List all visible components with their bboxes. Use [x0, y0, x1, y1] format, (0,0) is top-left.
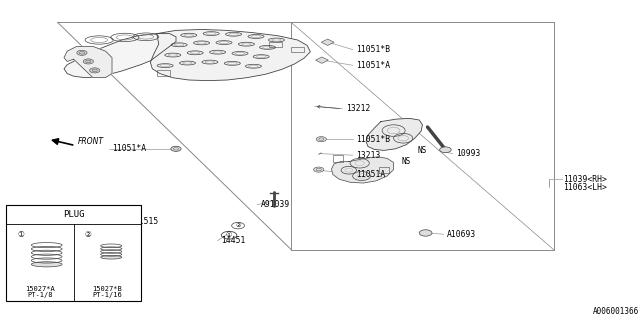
Text: 13213: 13213 — [356, 151, 380, 160]
Circle shape — [419, 230, 432, 236]
Text: NS: NS — [417, 146, 426, 155]
Polygon shape — [332, 157, 394, 183]
Text: 13212: 13212 — [346, 104, 370, 113]
Polygon shape — [366, 118, 422, 150]
Text: 11051*A: 11051*A — [112, 144, 146, 153]
Circle shape — [314, 167, 324, 172]
Circle shape — [171, 146, 181, 151]
Polygon shape — [64, 46, 112, 77]
Polygon shape — [150, 29, 310, 81]
Text: PLUG: PLUG — [63, 210, 84, 219]
Ellipse shape — [31, 262, 62, 267]
Bar — [157, 70, 170, 76]
Text: 15027*B: 15027*B — [92, 286, 122, 292]
Text: 14451: 14451 — [221, 236, 245, 245]
Text: ①: ① — [17, 230, 24, 239]
Bar — [269, 42, 282, 47]
Text: FRONT: FRONT — [78, 137, 104, 146]
Bar — [379, 167, 389, 173]
Bar — [6, 205, 141, 301]
Text: ②: ② — [84, 230, 92, 239]
Polygon shape — [321, 39, 334, 45]
Text: G91515: G91515 — [129, 217, 159, 226]
Text: 11051*B: 11051*B — [356, 135, 390, 144]
Ellipse shape — [100, 255, 122, 259]
Polygon shape — [64, 34, 176, 77]
Text: A91039: A91039 — [260, 200, 290, 209]
Text: PT-1/16: PT-1/16 — [92, 292, 122, 298]
Text: 10993: 10993 — [456, 149, 480, 158]
Text: 11051*A: 11051*A — [356, 61, 390, 70]
Text: 11063<LH>: 11063<LH> — [563, 183, 607, 192]
Circle shape — [77, 50, 87, 55]
Circle shape — [83, 59, 93, 64]
Circle shape — [440, 147, 451, 153]
Text: 11051A: 11051A — [356, 170, 385, 179]
Text: NS: NS — [402, 157, 411, 166]
Text: A10693: A10693 — [447, 230, 476, 239]
Bar — [291, 47, 304, 52]
Polygon shape — [316, 57, 328, 63]
Text: A006001366: A006001366 — [593, 307, 639, 316]
Text: 11051*B: 11051*B — [356, 45, 390, 54]
Text: ①: ① — [226, 232, 232, 238]
Text: ②: ② — [236, 223, 241, 228]
Circle shape — [90, 68, 100, 73]
Circle shape — [316, 137, 326, 142]
Text: 15027*A: 15027*A — [25, 286, 55, 292]
Text: PT-1/8: PT-1/8 — [28, 292, 52, 298]
Text: 11039<RH>: 11039<RH> — [563, 175, 607, 184]
Bar — [333, 155, 343, 162]
